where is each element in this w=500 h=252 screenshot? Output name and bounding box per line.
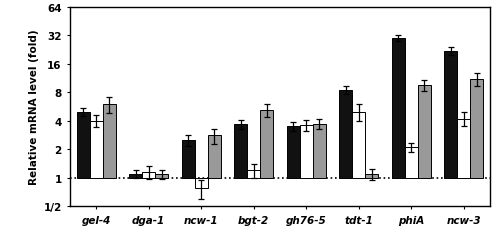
Bar: [182, 141, 194, 178]
Bar: [418, 86, 431, 178]
Bar: [470, 80, 484, 178]
Bar: [286, 127, 300, 178]
Bar: [366, 174, 378, 178]
Bar: [313, 124, 326, 178]
Bar: [300, 126, 313, 178]
Bar: [76, 112, 90, 178]
Bar: [90, 121, 103, 178]
Bar: [156, 174, 168, 178]
Y-axis label: Relative mRNA level (fold): Relative mRNA level (fold): [29, 29, 40, 185]
Bar: [260, 111, 274, 178]
Bar: [444, 51, 457, 178]
Bar: [457, 119, 470, 178]
Bar: [352, 112, 366, 178]
Bar: [247, 171, 260, 178]
Bar: [392, 39, 404, 178]
Bar: [208, 136, 221, 178]
Bar: [103, 105, 116, 178]
Bar: [404, 148, 418, 178]
Bar: [339, 90, 352, 178]
Bar: [142, 172, 156, 178]
Bar: [194, 178, 208, 188]
Bar: [234, 124, 247, 178]
Bar: [129, 174, 142, 178]
